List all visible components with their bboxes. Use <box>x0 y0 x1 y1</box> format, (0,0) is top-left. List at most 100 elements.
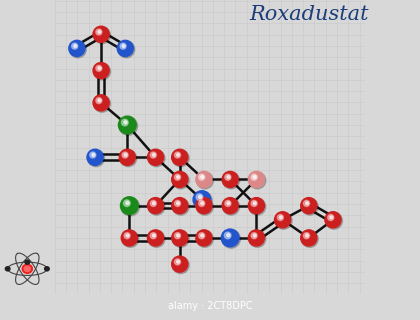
Circle shape <box>201 202 204 205</box>
Circle shape <box>227 234 230 237</box>
Circle shape <box>194 191 212 210</box>
Circle shape <box>174 259 181 265</box>
Circle shape <box>45 267 49 271</box>
Circle shape <box>96 98 102 104</box>
Circle shape <box>222 230 241 248</box>
Circle shape <box>248 230 265 246</box>
Circle shape <box>196 198 212 214</box>
Circle shape <box>201 176 204 179</box>
Circle shape <box>197 230 213 247</box>
Circle shape <box>176 202 179 205</box>
Circle shape <box>121 230 137 246</box>
Circle shape <box>121 197 140 216</box>
Circle shape <box>118 116 136 134</box>
Circle shape <box>172 172 188 188</box>
Circle shape <box>74 44 76 47</box>
Circle shape <box>124 233 130 239</box>
Circle shape <box>330 216 333 219</box>
Circle shape <box>275 212 292 229</box>
Circle shape <box>93 95 109 111</box>
Circle shape <box>248 198 265 214</box>
Circle shape <box>176 260 179 263</box>
Circle shape <box>120 43 126 49</box>
Circle shape <box>120 150 137 167</box>
Text: Roxadustat: Roxadustat <box>249 4 369 24</box>
Circle shape <box>176 176 179 179</box>
Circle shape <box>152 153 155 156</box>
Circle shape <box>306 202 308 205</box>
Circle shape <box>5 267 10 271</box>
Circle shape <box>92 153 95 156</box>
Circle shape <box>304 233 310 239</box>
Circle shape <box>94 63 110 80</box>
Circle shape <box>124 121 127 124</box>
Circle shape <box>172 198 189 215</box>
Circle shape <box>221 229 239 247</box>
Circle shape <box>94 27 110 44</box>
Circle shape <box>71 43 78 49</box>
Circle shape <box>148 230 165 247</box>
Circle shape <box>174 200 181 206</box>
Circle shape <box>172 256 188 272</box>
Circle shape <box>119 117 138 135</box>
Circle shape <box>148 150 165 167</box>
Circle shape <box>69 41 87 58</box>
Circle shape <box>306 234 308 237</box>
Circle shape <box>227 202 230 205</box>
Circle shape <box>88 150 105 167</box>
Circle shape <box>150 233 156 239</box>
Circle shape <box>174 233 181 239</box>
Circle shape <box>122 44 125 47</box>
Circle shape <box>326 212 342 229</box>
Circle shape <box>98 67 101 70</box>
Circle shape <box>301 198 318 215</box>
Circle shape <box>251 174 257 180</box>
Circle shape <box>196 172 212 188</box>
Circle shape <box>249 198 266 215</box>
Circle shape <box>248 172 265 188</box>
Circle shape <box>223 198 240 215</box>
Circle shape <box>224 232 231 239</box>
Circle shape <box>197 198 213 215</box>
Circle shape <box>122 152 128 158</box>
Circle shape <box>253 202 256 205</box>
Circle shape <box>199 233 205 239</box>
Circle shape <box>93 62 109 79</box>
Circle shape <box>96 65 102 71</box>
Circle shape <box>94 95 110 112</box>
Circle shape <box>249 172 266 189</box>
Circle shape <box>152 202 155 205</box>
Circle shape <box>174 152 181 158</box>
Text: alamy · 2CT8DPC: alamy · 2CT8DPC <box>168 301 252 311</box>
Circle shape <box>328 214 334 220</box>
Circle shape <box>126 201 129 204</box>
Circle shape <box>225 200 231 206</box>
Circle shape <box>172 230 188 246</box>
Circle shape <box>251 200 257 206</box>
Circle shape <box>227 176 230 179</box>
Circle shape <box>301 230 317 246</box>
Circle shape <box>124 153 127 156</box>
Circle shape <box>117 40 134 56</box>
Circle shape <box>69 40 85 56</box>
Circle shape <box>225 174 231 180</box>
Circle shape <box>253 234 256 237</box>
Circle shape <box>301 230 318 247</box>
Circle shape <box>172 150 189 167</box>
Circle shape <box>22 264 32 273</box>
Circle shape <box>25 260 29 264</box>
Circle shape <box>172 198 188 214</box>
Circle shape <box>251 233 257 239</box>
Circle shape <box>147 230 164 246</box>
Circle shape <box>197 172 213 189</box>
Circle shape <box>277 214 284 220</box>
Circle shape <box>196 230 212 246</box>
Circle shape <box>147 149 164 165</box>
Circle shape <box>24 266 30 271</box>
Circle shape <box>126 234 129 237</box>
Circle shape <box>122 230 139 247</box>
Circle shape <box>172 172 189 189</box>
Circle shape <box>176 153 179 156</box>
Circle shape <box>121 119 128 126</box>
Circle shape <box>90 152 96 158</box>
